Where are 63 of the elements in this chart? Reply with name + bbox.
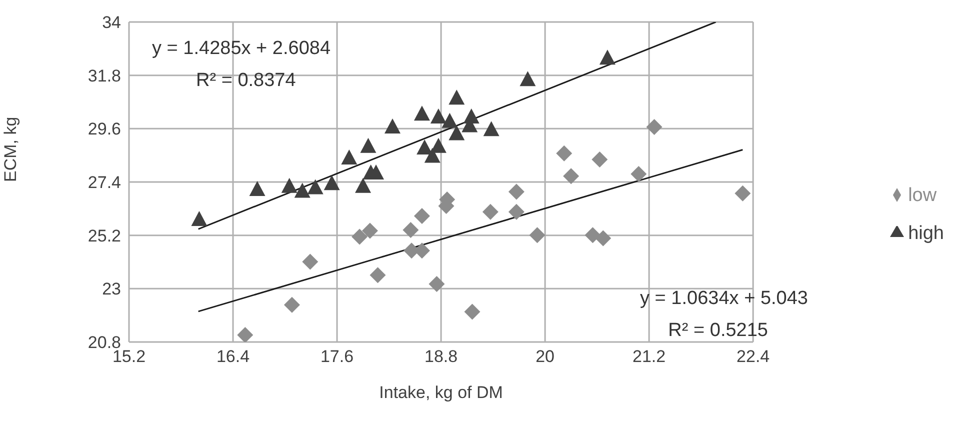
y-tick-label: 31.8 bbox=[88, 66, 121, 86]
legend-label: low bbox=[908, 184, 937, 206]
point bbox=[464, 304, 480, 320]
point bbox=[428, 276, 445, 292]
point bbox=[563, 168, 580, 184]
x-tick-label: 15.2 bbox=[112, 347, 146, 366]
point bbox=[341, 149, 358, 164]
point bbox=[370, 267, 386, 284]
point bbox=[508, 184, 524, 200]
point bbox=[424, 148, 440, 163]
point bbox=[360, 138, 376, 153]
point bbox=[284, 296, 300, 313]
point bbox=[414, 106, 430, 121]
point bbox=[584, 227, 601, 244]
point bbox=[355, 178, 372, 193]
point bbox=[442, 112, 458, 128]
x-tick-label: 16.4 bbox=[216, 347, 250, 366]
y-tick-label: 29.6 bbox=[88, 120, 121, 139]
y-tick-label: 25.2 bbox=[88, 226, 121, 246]
y-tick-label: 34 bbox=[102, 13, 121, 32]
point bbox=[302, 254, 318, 270]
x-tick-label: 21.2 bbox=[632, 347, 666, 366]
point bbox=[294, 182, 310, 198]
point bbox=[646, 118, 662, 135]
point bbox=[483, 121, 500, 136]
point bbox=[384, 118, 400, 134]
annotation: y = 1.0634x + 5.043 bbox=[640, 288, 808, 309]
x-tick-label: 22.4 bbox=[736, 347, 770, 366]
point bbox=[324, 175, 340, 190]
y-tick-label: 27.4 bbox=[88, 173, 121, 192]
point bbox=[529, 227, 546, 244]
point bbox=[307, 179, 324, 194]
point bbox=[352, 228, 368, 245]
point bbox=[237, 326, 254, 342]
point bbox=[599, 50, 616, 65]
point bbox=[416, 140, 433, 155]
point bbox=[249, 181, 266, 196]
point bbox=[448, 90, 465, 105]
point bbox=[734, 185, 751, 202]
point bbox=[508, 204, 524, 220]
point bbox=[630, 166, 647, 182]
point bbox=[448, 125, 465, 140]
point bbox=[402, 222, 419, 238]
point bbox=[482, 204, 498, 220]
y-tick-label: 23 bbox=[102, 280, 121, 299]
annotation: R² = 0.5215 bbox=[668, 320, 768, 341]
legend-label: high bbox=[908, 222, 944, 244]
x-axis-title: Intake, kg of DM bbox=[379, 383, 503, 402]
point bbox=[191, 211, 208, 226]
point bbox=[595, 230, 612, 246]
point bbox=[414, 208, 430, 224]
point bbox=[430, 108, 446, 124]
y-axis-title: ECM, kg bbox=[1, 116, 20, 182]
point bbox=[592, 151, 608, 168]
point bbox=[281, 178, 298, 193]
x-tick-label: 17.6 bbox=[320, 347, 354, 366]
annotation: R² = 0.8374 bbox=[196, 70, 296, 91]
x-tick-label: 20 bbox=[536, 347, 555, 366]
point bbox=[362, 222, 378, 239]
point bbox=[556, 145, 572, 162]
point bbox=[520, 71, 536, 86]
annotation: y = 1.4285x + 2.6084 bbox=[152, 38, 331, 59]
x-tick-label: 18.8 bbox=[424, 347, 458, 366]
